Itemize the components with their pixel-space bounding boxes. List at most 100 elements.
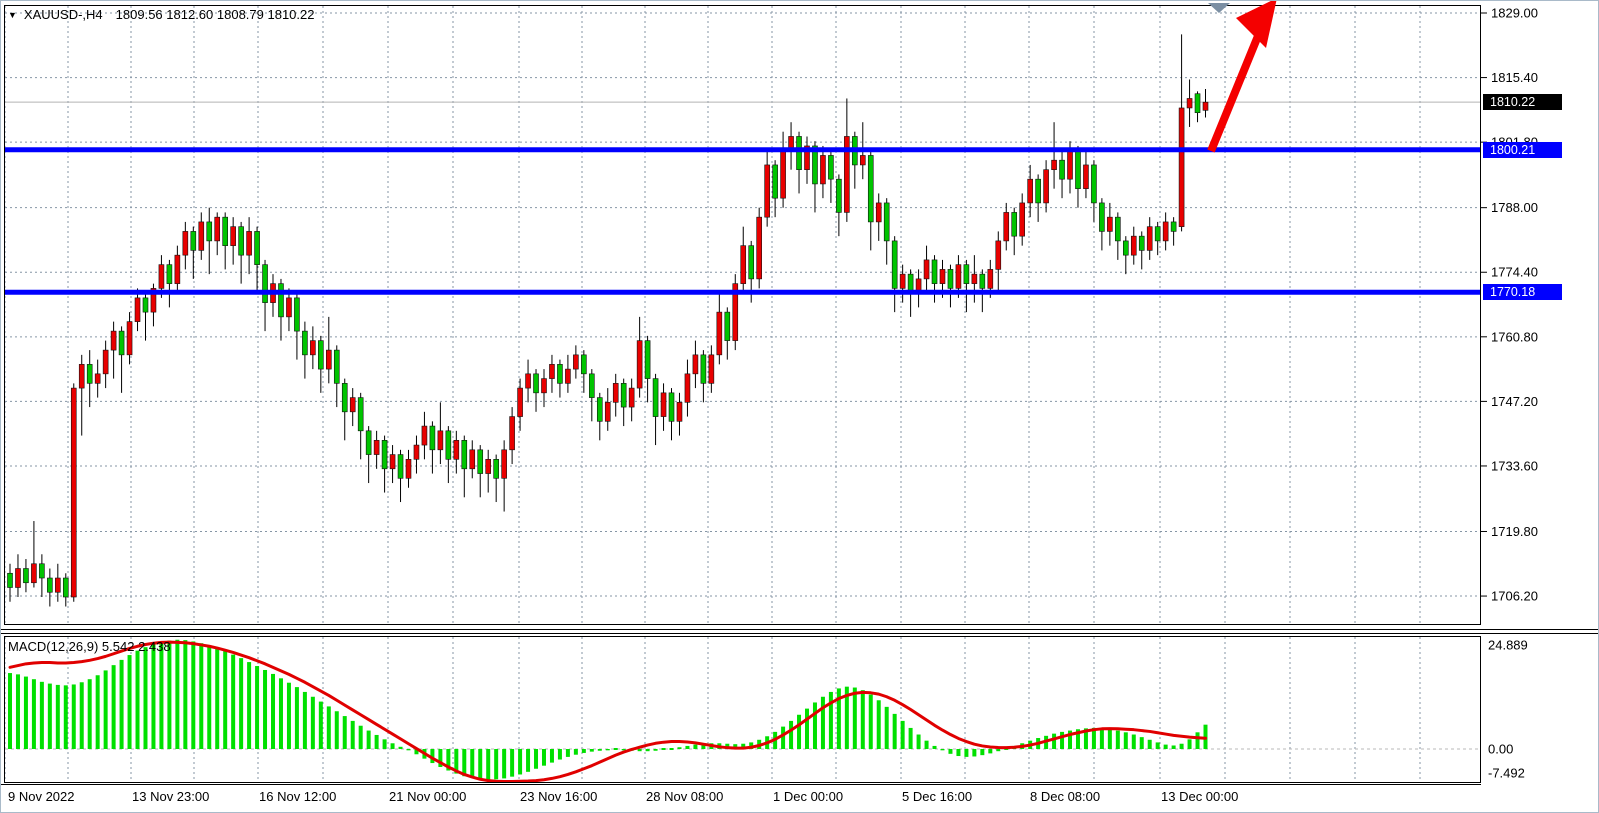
candle-body bbox=[1051, 159, 1057, 170]
macd-histogram-bar bbox=[358, 725, 363, 749]
macd-histogram-bar bbox=[924, 740, 929, 749]
macd-histogram-bar bbox=[23, 676, 28, 749]
collapse-triangle-icon[interactable]: ▼ bbox=[8, 10, 17, 20]
macd-histogram-bar bbox=[263, 669, 268, 749]
candle-body bbox=[94, 373, 101, 384]
macd-histogram-bar bbox=[621, 749, 626, 751]
candle-body bbox=[756, 216, 762, 280]
macd-histogram-bar bbox=[844, 686, 849, 749]
level-badge-1770[interactable]: 1770.18 bbox=[1483, 284, 1562, 300]
candle-body bbox=[206, 221, 213, 242]
trend-arrow-shaft[interactable] bbox=[1207, 34, 1262, 153]
macd-histogram-bar bbox=[1123, 732, 1128, 749]
candle-body bbox=[1170, 221, 1177, 232]
candle-body bbox=[262, 264, 268, 303]
candle-body bbox=[389, 454, 396, 470]
candle-body bbox=[1035, 178, 1041, 204]
time-tick-label: 13 Dec 00:00 bbox=[1161, 789, 1238, 804]
candle-body bbox=[302, 330, 308, 356]
macd-histogram-bar bbox=[1068, 730, 1073, 749]
chart-plot-area[interactable] bbox=[4, 5, 1481, 625]
macd-histogram-bar bbox=[167, 640, 172, 749]
candle-body bbox=[883, 202, 890, 242]
time-axis-area[interactable] bbox=[0, 784, 1481, 813]
candle-body bbox=[573, 354, 579, 370]
candle-body bbox=[501, 449, 507, 479]
macd-histogram-bar bbox=[318, 701, 323, 749]
candle-body bbox=[660, 392, 667, 417]
macd-histogram-bar bbox=[988, 749, 993, 754]
macd-histogram-bar bbox=[828, 691, 833, 749]
macd-histogram-bar bbox=[486, 749, 491, 780]
annotations-layer[interactable] bbox=[1207, 0, 1277, 153]
candle-body bbox=[62, 577, 69, 598]
macd-histogram-bar bbox=[414, 749, 419, 755]
time-tick-label: 16 Nov 12:00 bbox=[259, 789, 336, 804]
macd-histogram-bar bbox=[8, 673, 12, 749]
macd-histogram-bar bbox=[645, 749, 650, 752]
candle-body bbox=[222, 216, 228, 246]
level-badge-1800[interactable]: 1800.21 bbox=[1483, 142, 1562, 158]
candle-body bbox=[150, 288, 157, 313]
macd-histogram-bar bbox=[366, 730, 371, 749]
candle-body bbox=[979, 273, 986, 289]
macd-histogram-bar bbox=[79, 682, 84, 749]
candle-body bbox=[1178, 107, 1185, 227]
candle-body bbox=[875, 202, 882, 223]
candle-body bbox=[565, 368, 571, 384]
candle-body bbox=[1202, 101, 1209, 111]
candle-body bbox=[421, 425, 428, 446]
macd-histogram-bar bbox=[916, 734, 921, 749]
trend-arrow-head-icon[interactable] bbox=[1236, 0, 1277, 48]
candle-body bbox=[708, 354, 715, 384]
candle-body bbox=[668, 392, 675, 422]
candle-body bbox=[325, 349, 332, 370]
macd-plot-area[interactable] bbox=[4, 636, 1481, 783]
macd-histogram-bar bbox=[47, 683, 52, 749]
candle-body bbox=[987, 269, 994, 289]
candle-body bbox=[859, 155, 866, 166]
macd-histogram-bar bbox=[310, 696, 315, 749]
macd-histogram-bar bbox=[1107, 729, 1112, 749]
candle-body bbox=[796, 136, 802, 170]
macd-histogram-bar bbox=[1052, 733, 1057, 749]
candle-body bbox=[429, 425, 436, 451]
candles-layer[interactable] bbox=[7, 34, 1209, 607]
candle-body bbox=[939, 269, 946, 284]
candle-body bbox=[748, 245, 755, 280]
price-tick-label: 1747.20 bbox=[1491, 394, 1538, 409]
candle-body bbox=[636, 340, 643, 389]
candle-body bbox=[772, 164, 778, 199]
macd-histogram-bar bbox=[1155, 742, 1160, 749]
macd-histogram-bar bbox=[693, 744, 698, 749]
candle-body bbox=[764, 164, 770, 218]
candle-body bbox=[644, 340, 651, 379]
macd-indicator-label: MACD(12,26,9) 5.542 2.438 bbox=[8, 639, 171, 654]
macd-histogram-bar bbox=[71, 684, 76, 749]
price-axis-area[interactable] bbox=[1482, 5, 1599, 783]
candle-body bbox=[931, 259, 938, 284]
macd-histogram-bar bbox=[852, 687, 857, 749]
candle-body bbox=[47, 577, 53, 593]
candle-body bbox=[1011, 212, 1018, 237]
candle-body bbox=[445, 430, 452, 460]
macd-histogram-bar bbox=[526, 749, 531, 772]
candle-body bbox=[700, 354, 707, 384]
candle-body bbox=[365, 430, 372, 455]
macd-histogram-bar bbox=[573, 749, 578, 755]
price-tick-label: 1733.60 bbox=[1491, 458, 1538, 473]
grid-layer bbox=[4, 6, 1480, 782]
level-lines-layer[interactable] bbox=[5, 147, 1480, 295]
period-marker-triangle-icon[interactable] bbox=[1208, 3, 1230, 13]
candle-body bbox=[541, 378, 547, 394]
candle-body bbox=[1138, 235, 1145, 251]
candle-body bbox=[955, 264, 962, 289]
macd-histogram-bar bbox=[1139, 737, 1144, 749]
candle-body bbox=[70, 387, 77, 598]
candle-body bbox=[453, 440, 460, 460]
candle-body bbox=[692, 354, 699, 375]
candle-body bbox=[78, 364, 85, 389]
candle-body bbox=[1186, 98, 1193, 109]
macd-histogram-bar bbox=[382, 739, 387, 749]
candle-body bbox=[182, 231, 189, 256]
